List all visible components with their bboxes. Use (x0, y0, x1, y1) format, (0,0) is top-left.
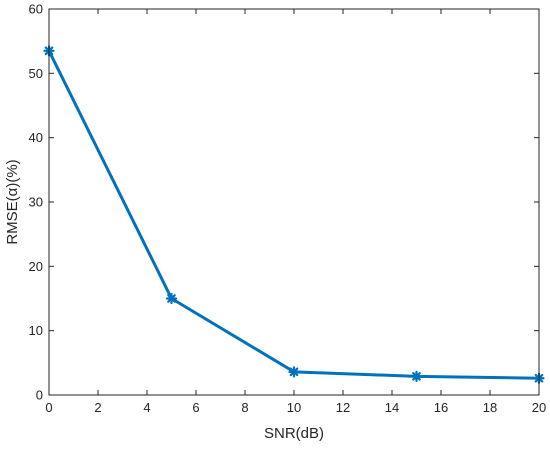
y-tick-label: 10 (29, 323, 43, 338)
x-tick-label: 16 (434, 400, 448, 415)
x-tick-label: 6 (192, 400, 199, 415)
data-point (410, 370, 423, 382)
y-tick-label: 50 (29, 66, 43, 81)
data-point (288, 366, 300, 378)
y-tick-label: 40 (29, 130, 43, 145)
series-layer (43, 45, 545, 384)
plot-background (49, 9, 539, 395)
x-tick-label: 2 (94, 400, 101, 415)
x-tick-label: 4 (143, 400, 150, 415)
x-tick-label: 10 (287, 400, 301, 415)
y-tick-label: 60 (29, 2, 43, 17)
x-axis-label: SNR(dB) (264, 425, 324, 442)
x-tick-label: 14 (385, 400, 399, 415)
y-axis-label: RMSE(α)(%) (4, 159, 21, 244)
y-tick-label: 20 (29, 259, 43, 274)
y-tick-label: 30 (29, 195, 43, 210)
axes-box (48, 8, 540, 396)
x-tick-label: 0 (45, 400, 52, 415)
x-tick-label: 12 (336, 400, 350, 415)
x-tick-label: 20 (532, 400, 546, 415)
tick-labels-layer: 0 2 4 6 8 10 12 14 16 18 20 0 10 20 30 40 50 60 (29, 2, 547, 416)
x-tick-label: 18 (483, 400, 497, 415)
data-point (165, 292, 178, 305)
y-tick-label: 0 (36, 388, 43, 403)
x-tick-label: 8 (241, 400, 248, 415)
